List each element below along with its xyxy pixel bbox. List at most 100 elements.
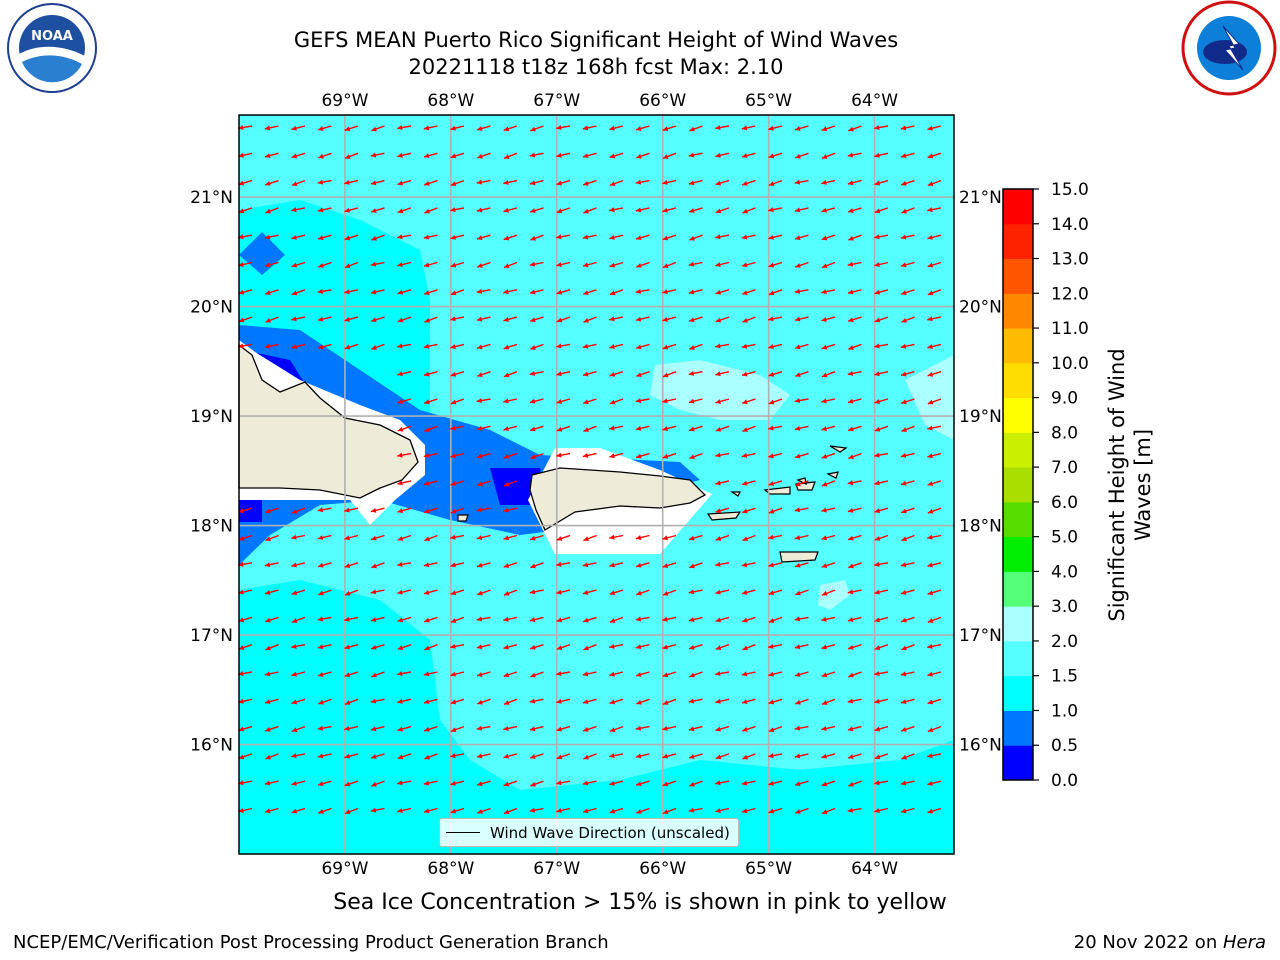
wave-arrow-head [423,780,430,786]
wave-arrow-head [927,590,934,596]
wave-arrow-head [370,617,377,623]
wave-arrow-head [715,262,721,267]
colorbar-tick-label-14: 12.0 [1051,284,1089,304]
wave-arrow [476,753,491,759]
wave-arrow-head [450,234,456,240]
wave-arrow-head [741,262,748,268]
wave-arrow-head [768,316,774,322]
wave-arrow-head [371,345,377,350]
wave-arrow [927,589,942,596]
wave-arrow [848,452,862,460]
wave-arrow [927,316,942,322]
wave-arrow-head [609,671,615,677]
wave-arrow-head [238,208,245,214]
wave-arrow [662,807,677,815]
wave-arrow-head [874,152,880,158]
wave-arrow [847,616,862,623]
wave-arrow-head [795,453,801,459]
wave-arrow [900,562,915,568]
wave-arrow [529,425,544,432]
wave-arrow-head [848,126,854,132]
wave-arrow-head [291,125,297,131]
wave-arrow-head [901,508,907,514]
wave-arrow [900,480,915,486]
wave-arrow [503,125,518,132]
wave-arrow-head [344,700,351,705]
wave-arrow-head [291,753,297,759]
wave-arrow [768,343,783,350]
wave-arrow-head [264,590,271,595]
wave-arrow-head [927,344,933,350]
wave-arrow-head [424,181,430,186]
wave-arrow-head [609,808,616,814]
wave-arrow [424,425,438,432]
wave-arrow [370,261,385,267]
wave-arrow [503,589,518,596]
wave-arrow-head [503,126,510,132]
wave-arrow-head [636,126,642,131]
wave-arrow-head [344,672,351,678]
wave-arrow [529,207,544,213]
wave-arrow [741,179,756,186]
wave-arrow [317,534,332,540]
wave-arrow [503,644,518,650]
wave-arrow-head [450,590,457,596]
wave-arrow [609,562,624,568]
wave-arrow [503,371,518,378]
wave-arrow [264,562,279,568]
wave-arrow-head [370,589,377,595]
wave-arrow [370,316,385,323]
wave-arrow [768,616,783,623]
wave-arrow [715,644,730,650]
wave-arrow [688,698,703,704]
wave-arrow [715,671,730,677]
wave-arrow [397,698,412,704]
wave-arrow-head [688,589,695,595]
wave-arrow [344,616,359,622]
wave-arrow-head [742,754,748,760]
wave-arrow [424,207,438,214]
wave-arrow-head [927,699,934,705]
wave-arrow [503,261,518,269]
wave-arrow [821,179,836,185]
wave-arrow [450,671,465,677]
wave-arrow-head [450,699,457,705]
wave-arrow [476,425,491,431]
wave-arrow [503,179,518,185]
lat-label-right-1: 20°N [959,298,1002,318]
wave-arrow-head [715,371,721,377]
wave-arrow [689,780,703,787]
wave-arrow [503,316,518,322]
wave-arrow [689,234,703,241]
wave-arrow [821,589,836,596]
wave-arrow [768,207,783,213]
wave-arrow [318,152,332,159]
wave-arrow-head [397,754,404,760]
wave-arrow-head [768,425,774,431]
wave-arrow [768,507,783,514]
wave-arrow-head [901,290,907,295]
wave-height-region-6 [905,355,954,440]
wave-arrow [423,234,438,240]
wave-arrow-head [795,699,801,705]
wave-arrow-head [265,536,271,542]
wave-arrow-head [847,807,854,813]
colorbar-bin-5 [1003,571,1033,607]
wave-arrow [556,644,571,650]
wave-arrow [742,534,756,542]
wave-arrow-head [609,699,616,705]
wave-arrow [741,507,756,514]
wave-arrow-head [821,289,827,295]
wave-arrow-head [556,371,562,377]
wave-arrow [291,316,306,322]
wave-arrow-head [874,371,880,377]
wave-arrow-head [609,780,615,786]
wave-arrow [874,807,889,813]
wave-arrow [371,343,385,350]
wave-arrow [874,343,889,349]
wave-arrow [397,725,412,732]
wave-arrow-head [371,235,377,241]
wave-arrow-head [503,180,509,185]
wave-arrow-head [529,726,536,732]
wave-arrow-head [609,643,615,649]
